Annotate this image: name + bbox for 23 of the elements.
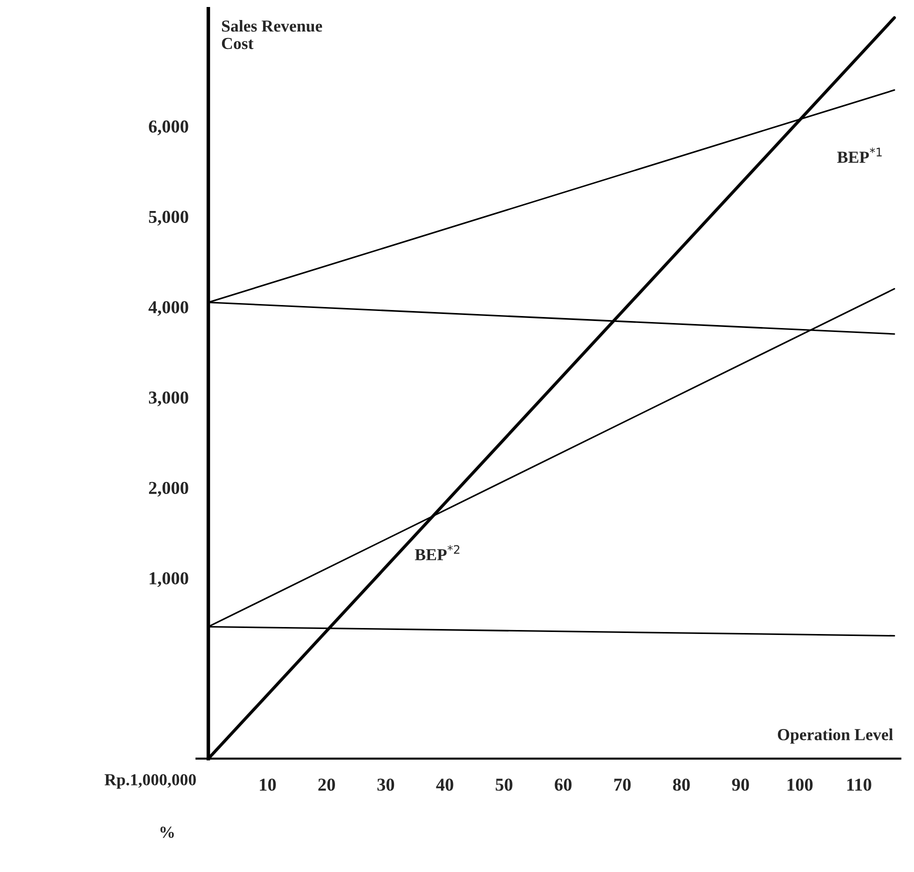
x-tick-label: 110 [847,778,872,791]
y-tick-label: 2,000 [149,482,188,497]
x-tick-label: 30 [377,778,394,791]
x-tick-label: 20 [318,778,335,791]
x-tick-label: 100 [788,778,813,791]
text: Rp.1,000,000 [104,774,196,789]
text: % [160,826,174,838]
x-axis-title: Operation Level [778,728,893,744]
y-tick-label: 1,000 [150,572,188,587]
y-axis-title: Sales Revenue Cost [222,20,322,50]
y-tick-label: 6,000 [148,120,188,136]
x-tick-label: 60 [554,778,572,791]
x-tick-label: 80 [673,778,690,791]
x-tick-label: 90 [732,778,749,791]
x-tick-label: 10 [260,778,276,791]
annotation: BEP$^{*1}$ [837,148,882,163]
y-tick-label: 4,000 [148,301,188,316]
y-tick-label: 5,000 [148,210,188,226]
x-tick-label: 70 [614,778,631,791]
x-tick-label: 40 [436,778,454,791]
annotation: BEP$^{*2}$ [414,545,460,560]
x-tick-label: 50 [496,778,512,791]
y-tick-label: 3,000 [148,391,188,406]
